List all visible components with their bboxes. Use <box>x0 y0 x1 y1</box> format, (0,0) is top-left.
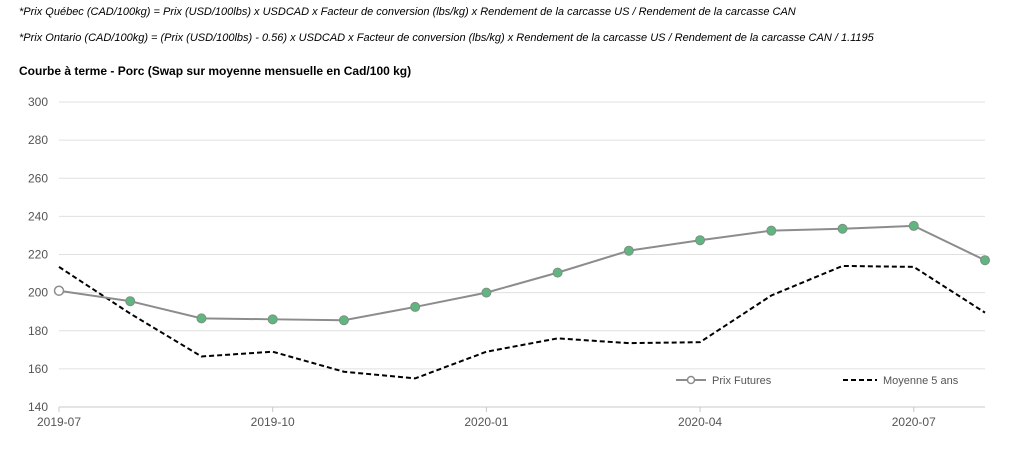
legend-item-prix-futures: Prix Futures <box>676 375 772 387</box>
x-tick-label-2019-10: 2019-10 <box>251 415 295 429</box>
y-tick-label-200: 200 <box>28 286 48 300</box>
prix-futures-point-2019-08 <box>125 296 136 307</box>
axes: 140 160 180 200 220 240 260 280 300 2019-07 2019-1… <box>28 95 985 429</box>
series-prix-futures-line <box>58 224 986 322</box>
prix-futures-point-2020-06 <box>837 223 848 234</box>
prix-futures-point-2020-03 <box>623 245 634 256</box>
y-tick-label-140: 140 <box>28 400 48 414</box>
y-tick-label-300: 300 <box>28 95 48 109</box>
y-tick-label-160: 160 <box>28 362 48 376</box>
x-tick-label-2020-07: 2020-07 <box>892 415 936 429</box>
y-tick-label-180: 180 <box>28 324 48 338</box>
prix-futures-point-2020-04 <box>695 235 706 246</box>
prix-futures-point-2020-08 <box>980 255 990 266</box>
prix-futures-point-2019-12 <box>410 301 421 312</box>
prix-futures-point-2019-11 <box>338 315 349 326</box>
series-lines <box>53 220 990 380</box>
prix-futures-point-2020-02 <box>552 267 563 278</box>
prix-futures-point-2019-10 <box>267 314 278 325</box>
series-moyenne-5-ans-line <box>58 264 986 380</box>
y-tick-label-220: 220 <box>28 248 48 262</box>
prix-futures-point-2019-07 <box>53 285 65 296</box>
prix-futures-point-2020-07 <box>908 220 919 231</box>
y-tick-label-280: 280 <box>28 133 48 147</box>
y-tick-label-240: 240 <box>28 209 48 223</box>
ontario-price-formula-note: *Prix Ontario (CAD/100kg) = (Prix (USD/1… <box>19 32 874 44</box>
x-tick-label-2019-07: 2019-07 <box>37 415 81 429</box>
chart-title: Courbe à terme - Porc (Swap sur moyenne … <box>19 64 412 78</box>
legend-item-moyenne-5-ans: Moyenne 5 ans <box>843 375 959 387</box>
x-tick-label-2020-01: 2020-01 <box>464 415 508 429</box>
legend-prix-futures-marker <box>686 375 696 385</box>
y-tick-label-260: 260 <box>28 171 48 185</box>
x-tick-label-2020-04: 2020-04 <box>678 415 722 429</box>
legend: Prix Futures Moyenne 5 ans <box>676 375 959 387</box>
prix-futures-point-2019-09 <box>196 313 207 324</box>
legend-prix-futures-label: Prix Futures <box>712 375 772 387</box>
legend-moyenne-5-ans-label: Moyenne 5 ans <box>883 375 959 387</box>
grid-lines <box>59 101 985 370</box>
prix-futures-point-2020-05 <box>766 225 777 236</box>
quebec-price-formula-note: *Prix Québec (CAD/100kg) = Prix (USD/100… <box>19 6 796 18</box>
prix-futures-point-2020-01 <box>481 287 492 298</box>
